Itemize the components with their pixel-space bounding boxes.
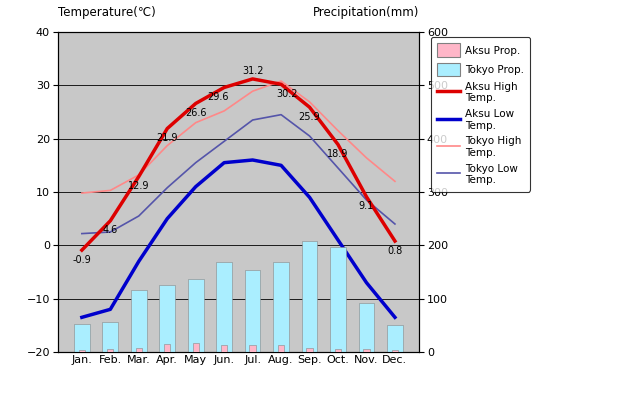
Bar [107,349,113,352]
Bar [278,345,284,352]
Bar [74,324,90,352]
Bar [164,344,170,352]
Text: 0.8: 0.8 [387,246,403,256]
Bar [131,290,147,352]
Bar [221,344,227,352]
Text: -0.9: -0.9 [72,255,92,265]
Legend: Aksu Prop., Tokyo Prop., Aksu High
Temp., Aksu Low
Temp., Tokyo High
Temp., Toky: Aksu Prop., Tokyo Prop., Aksu High Temp.… [431,37,531,192]
Bar [307,348,313,352]
Bar [250,344,256,352]
Text: 4.6: 4.6 [102,226,118,235]
Bar [392,350,398,352]
Text: 9.1: 9.1 [359,202,374,211]
Text: Precipitation(mm): Precipitation(mm) [313,6,419,19]
Text: 30.2: 30.2 [276,89,298,99]
Bar [79,350,85,352]
Text: Temperature(℃): Temperature(℃) [58,6,156,19]
Text: 21.9: 21.9 [157,133,178,143]
Bar [193,343,199,352]
Text: 18.9: 18.9 [327,149,349,159]
Bar [330,247,346,352]
Bar [245,270,260,352]
Text: 12.9: 12.9 [128,181,150,191]
Bar [301,240,317,352]
Bar [364,349,370,352]
Bar [216,262,232,352]
Text: 29.6: 29.6 [208,92,229,102]
Bar [188,279,204,352]
Bar [136,348,142,352]
Text: 31.2: 31.2 [242,66,264,76]
Bar [273,262,289,352]
Text: 25.9: 25.9 [299,112,321,122]
Bar [159,285,175,352]
Bar [387,325,403,352]
Bar [335,349,341,352]
Bar [102,322,118,352]
Bar [358,303,374,352]
Text: 26.6: 26.6 [185,108,207,118]
